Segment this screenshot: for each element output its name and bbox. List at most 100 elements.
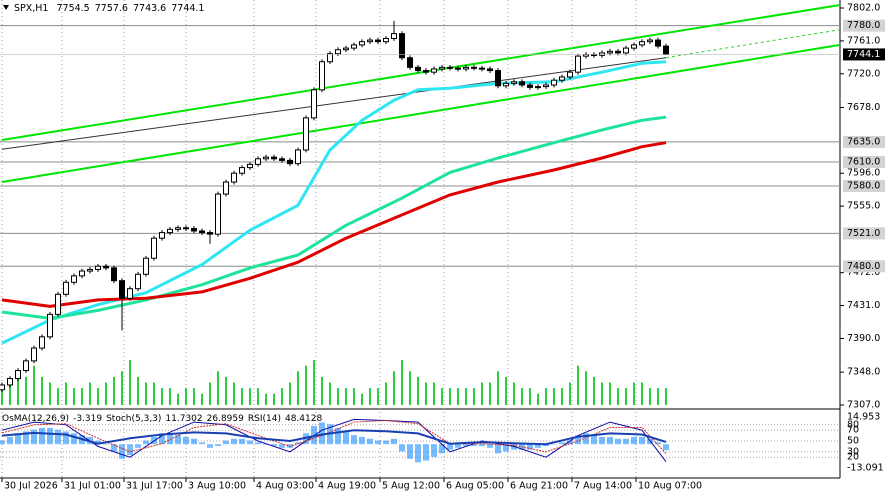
y-tick-label: 7596.0 (847, 168, 880, 179)
osma-bar (487, 444, 493, 448)
trendline (665, 29, 841, 59)
candle-body (423, 70, 429, 73)
osma-bar (7, 436, 13, 445)
candle-body (47, 313, 53, 338)
candle-body (415, 66, 421, 72)
osma-bar (455, 444, 461, 448)
y-tick-label: 7472.0 (847, 267, 880, 278)
osma-bar (599, 436, 605, 445)
rsi-value: 48.4128 (285, 414, 322, 424)
level-label: 7521.0 (847, 228, 880, 239)
osma-bar (399, 444, 405, 452)
osma-bar (279, 444, 285, 448)
osma-bar (47, 427, 53, 445)
candle-body (175, 227, 181, 230)
candle-body (311, 89, 317, 119)
candle-body (551, 79, 557, 86)
candle-body (287, 159, 293, 165)
indicator-header: OsMA(12,26,9) -3.319 Stoch(5,3,3) 11.7302 26… (2, 414, 322, 424)
osma-bar (615, 438, 621, 445)
candle-body (607, 50, 613, 54)
candle-body (615, 50, 621, 54)
x-tick-label: 6 Aug 21:00 (510, 481, 568, 492)
candle-body (663, 45, 669, 55)
osma-label: OsMA(12,26,9) (2, 414, 69, 424)
y-tick-label: 7390.0 (847, 333, 880, 344)
moving-average (1, 141, 667, 308)
osma-bar (503, 444, 509, 452)
osma-bar (591, 435, 597, 445)
rsi-line (1, 429, 667, 446)
stoch-tick-label: 20 (847, 452, 859, 463)
osma-bar (535, 444, 541, 448)
candle-body (399, 33, 405, 59)
osma-bar (663, 444, 669, 451)
candle-body (143, 257, 149, 275)
level-label: 7580.0 (847, 181, 880, 192)
osma-tick-label: -13.091 (847, 463, 884, 474)
osma-bar (447, 444, 453, 450)
candle-body (79, 270, 85, 277)
candle-body (0, 384, 5, 391)
y-tick-label: 7802.0 (847, 3, 880, 14)
candle-body (359, 41, 365, 46)
x-tick-label: 6 Aug 05:00 (446, 481, 504, 492)
osma-bar (479, 444, 485, 447)
moving-average (1, 115, 667, 320)
candle-body (351, 44, 357, 49)
osma-bar (463, 444, 469, 447)
candle-body (335, 49, 341, 55)
chart-header: SPX,H1 7754.5 7757.6 7743.6 7744.1 (14, 3, 204, 14)
candle-body (519, 81, 525, 86)
osma-bar (271, 444, 277, 447)
osma-bar (471, 444, 477, 447)
osma-bar (559, 442, 565, 445)
candle-body (647, 39, 653, 43)
x-tick-label: 4 Aug 19:00 (318, 481, 376, 492)
osma-bar (231, 438, 237, 445)
osma-bar (191, 438, 197, 445)
osma-bar (607, 436, 613, 445)
candle-body (263, 156, 269, 160)
x-tick-label: 30 Jul 2026 (4, 481, 58, 492)
current-price-box (843, 48, 885, 61)
candle-body (279, 158, 285, 161)
osma-bar (167, 433, 173, 445)
candle-body (319, 61, 325, 91)
candle-body (31, 347, 37, 362)
y-tick-label: 7348.0 (847, 367, 880, 378)
level-label-box (843, 260, 885, 273)
osma-bar (63, 431, 69, 445)
osma-bar (495, 444, 501, 454)
candle-body (215, 193, 221, 235)
candle-body (471, 66, 477, 69)
osma-bar (95, 440, 101, 445)
osma-bar (215, 444, 221, 447)
candle-body (135, 273, 141, 290)
trendline (1, 43, 841, 183)
candle-body (623, 47, 629, 54)
trendline (1, 57, 667, 150)
candle-body (247, 163, 253, 169)
trendline (1, 4, 841, 141)
candle-body (391, 33, 397, 39)
level-label-box (843, 155, 885, 168)
x-tick-label: 5 Aug 12:00 (382, 481, 440, 492)
y-tick-label: 7307.0 (847, 400, 880, 411)
osma-bar (255, 442, 261, 445)
y-tick-label: 7678.0 (847, 102, 880, 113)
osma-bar (183, 436, 189, 445)
stoch-label: Stoch(5,3,3) (106, 414, 161, 424)
rsi-label: RSI(14) (248, 414, 281, 424)
osma-bar (431, 444, 437, 457)
osma-bar (55, 429, 61, 445)
candle-body (575, 55, 581, 73)
candle-body (639, 41, 645, 46)
candle-body (503, 82, 509, 87)
candle-body (463, 66, 469, 70)
y-tick-label: 7720.0 (847, 68, 880, 79)
osma-bar (119, 444, 125, 459)
candle-body (87, 268, 93, 272)
